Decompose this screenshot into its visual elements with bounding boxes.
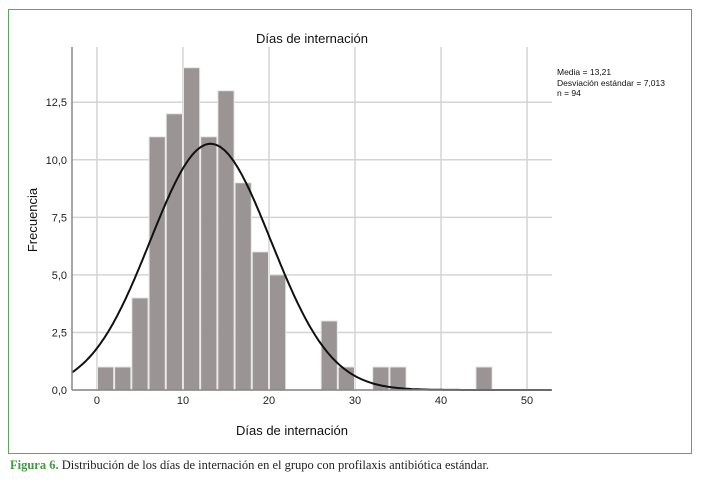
histogram-bar bbox=[234, 182, 252, 391]
stat-n: n = 94 bbox=[557, 88, 581, 98]
y-axis-label: Frecuencia bbox=[25, 187, 40, 252]
x-tick-label: 10 bbox=[177, 395, 189, 407]
figure-frame bbox=[8, 9, 692, 454]
histogram-bar bbox=[148, 136, 166, 391]
x-tick-label: 20 bbox=[263, 395, 275, 407]
stat-sd: Desviación estándar = 7,013 bbox=[557, 78, 665, 88]
y-tick-label: 2,5 bbox=[52, 327, 67, 339]
chart-title: Días de internación bbox=[256, 31, 368, 46]
histogram-bar bbox=[131, 297, 149, 391]
histogram-bar bbox=[200, 136, 218, 391]
x-axis-label: Días de internación bbox=[236, 423, 348, 438]
histogram-bar bbox=[217, 90, 235, 391]
histogram-bar bbox=[114, 366, 132, 391]
y-tick-label: 12,5 bbox=[46, 97, 67, 109]
figure-caption: Figura 6. Distribución de los días de in… bbox=[10, 458, 489, 473]
x-tick-label: 40 bbox=[435, 395, 447, 407]
x-tick-label: 0 bbox=[94, 395, 100, 407]
histogram-bar bbox=[182, 67, 201, 391]
x-tick-label: 50 bbox=[521, 395, 533, 407]
stat-mean: Media = 13,21 bbox=[557, 67, 612, 77]
y-tick-label: 5,0 bbox=[52, 270, 67, 282]
x-tick-label: 30 bbox=[349, 395, 361, 407]
histogram-bar bbox=[268, 274, 287, 391]
histogram-bar bbox=[96, 366, 115, 391]
histogram-bar bbox=[475, 366, 493, 391]
caption-label: Figura 6. bbox=[10, 458, 59, 472]
caption-text: Distribución de los días de internación … bbox=[58, 458, 490, 472]
y-tick-label: 7,5 bbox=[52, 212, 67, 224]
histogram-bar bbox=[165, 113, 183, 391]
y-tick-label: 0,0 bbox=[52, 385, 67, 397]
y-tick-label: 10,0 bbox=[46, 155, 67, 167]
histogram-bar bbox=[251, 251, 269, 391]
